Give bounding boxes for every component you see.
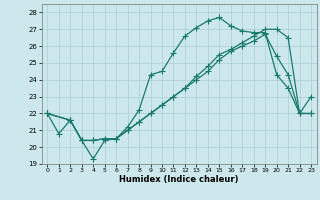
X-axis label: Humidex (Indice chaleur): Humidex (Indice chaleur) [119, 175, 239, 184]
